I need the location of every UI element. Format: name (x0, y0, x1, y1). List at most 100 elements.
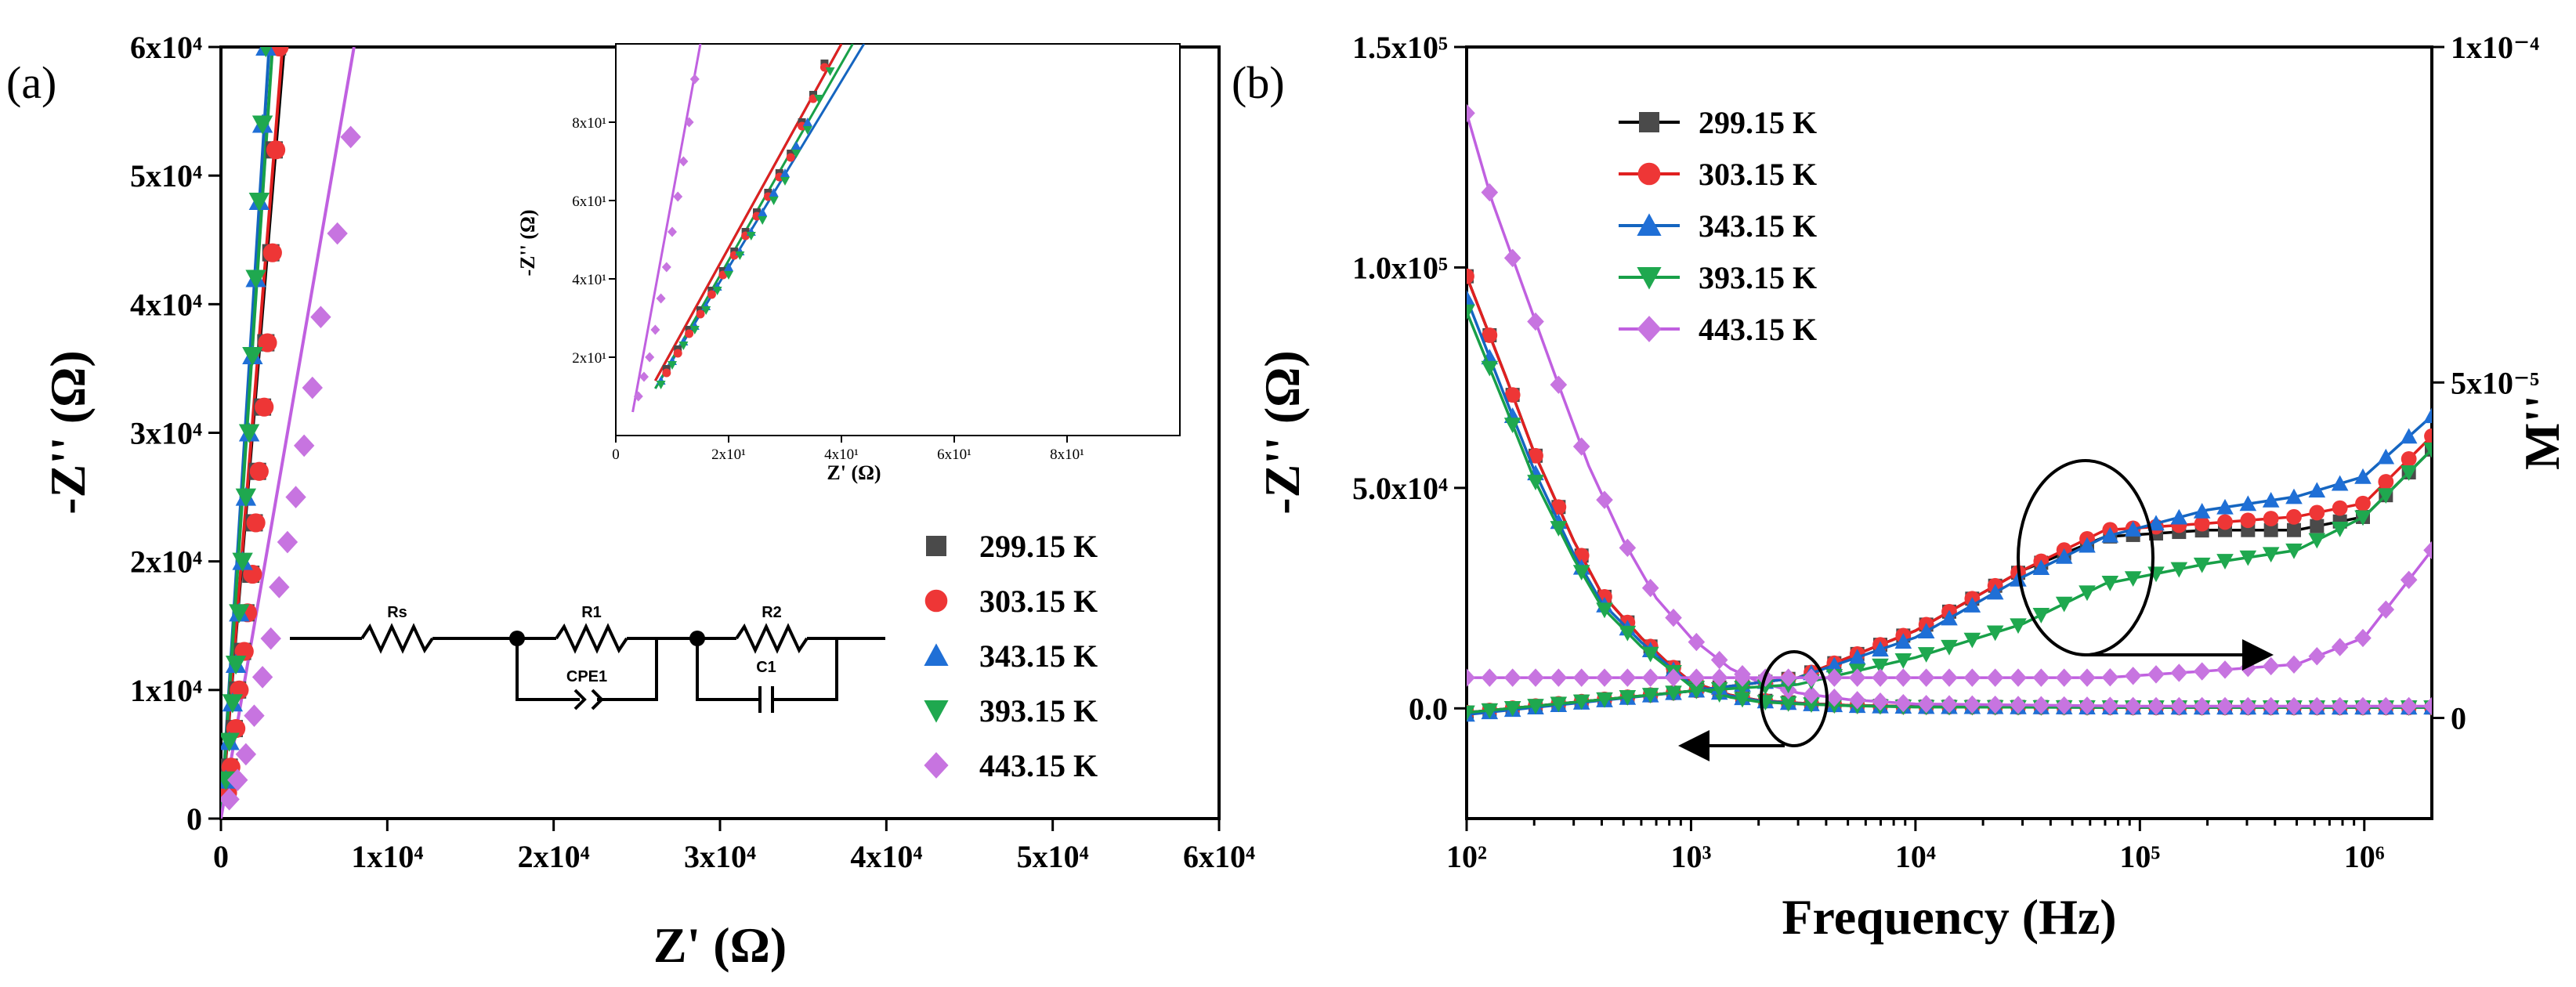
fit-line-443-15-k (221, 47, 356, 819)
inset-point-393-15-k (746, 232, 756, 240)
mpp-point-443-15-k (2308, 647, 2326, 666)
inset-point-393-15-k (668, 361, 677, 370)
mpp-point-393-15-k (2193, 557, 2211, 573)
legend-label-299-15-k: 299.15 K (979, 529, 1098, 564)
inset-point-393-15-k (825, 67, 835, 76)
legend-marker-393-15-k (924, 700, 949, 723)
zpp-point-443-15-k (2262, 696, 2280, 716)
panel-b-x-tick-label: 10⁴ (1895, 839, 1936, 874)
inset-point-443-15-k (645, 352, 655, 363)
zpp-point-393-15-k (1527, 475, 1544, 490)
mpp-point-443-15-k (1665, 668, 1682, 687)
mpp-point-343-15-k (2124, 521, 2142, 537)
mpp-point-393-15-k (1665, 685, 1682, 702)
zpp-point-443-15-k (2010, 696, 2027, 714)
mpp-point-343-15-k (1848, 649, 1866, 665)
panel-b-right-y-tick-label: 1x10⁻⁴ (2451, 30, 2539, 65)
mpp-point-303-15-k (2378, 474, 2394, 490)
mpp-point-343-15-k (2147, 515, 2165, 531)
panel-a-y-axis-label: -Z'' (Ω) (40, 350, 96, 514)
panel-a-x-ticks: 0 1x10⁴ 2x10⁴ 3x10⁴ 4x10⁴ 5x10⁴ 6x10⁴ (213, 819, 1255, 874)
mpp-point-443-15-k (1503, 668, 1521, 687)
zpp-point-443-15-k (1619, 538, 1637, 558)
data-point-443-15-k (327, 222, 348, 245)
data-point-443-15-k (260, 627, 281, 650)
panel-a-y-tick-label: 4x10⁴ (130, 287, 202, 322)
inset-x-tick-label: 6x10¹ (937, 446, 971, 463)
panel-a-y-tick-label: 0 (186, 801, 202, 837)
zpp-point-393-15-k (1779, 696, 1797, 712)
mpp-point-393-15-k (1550, 696, 1568, 713)
panel-b-x-tick-label: 10⁵ (2119, 839, 2160, 874)
legend-b-label-299-15-k: 299.15 K (1699, 105, 1817, 140)
inset-point-303-15-k (707, 290, 716, 299)
mpp-point-443-15-k (1467, 668, 1475, 687)
inset-point-303-15-k (673, 349, 682, 358)
inset-y-tick-label: 4x10¹ (572, 272, 606, 288)
zpp-point-443-15-k (2124, 696, 2142, 716)
mpp-point-443-15-k (1963, 668, 1981, 687)
inset-y-tick-label: 6x10¹ (572, 193, 606, 210)
mpp-point-303-15-k (2217, 514, 2233, 530)
mpp-point-299-15-k (2287, 522, 2301, 537)
mpp-point-343-15-k (2193, 503, 2211, 519)
zpp-point-443-15-k (1825, 689, 1843, 707)
mpp-point-443-15-k (1941, 668, 1958, 687)
mpp-point-443-15-k (2400, 570, 2418, 589)
inset-y-tick-label: 2x10¹ (572, 350, 606, 367)
mpp-point-393-15-k (1917, 647, 1935, 663)
mpp-point-343-15-k (2079, 537, 2096, 553)
mpp-point-343-15-k (1986, 584, 2004, 600)
zpp-point-443-15-k (1641, 578, 1659, 598)
panel-b-label: (b) (1232, 57, 1285, 108)
zpp-point-443-15-k (2079, 696, 2096, 715)
mpp-point-303-15-k (2263, 511, 2279, 526)
mpp-point-443-15-k (2055, 668, 2073, 687)
legend-b-label-443-15-k: 443.15 K (1699, 312, 1817, 347)
zpp-point-443-15-k (1596, 490, 1613, 509)
inset-frame (615, 43, 1181, 436)
mpp-point-343-15-k (1917, 623, 1935, 638)
zpp-point-393-15-k (1550, 521, 1568, 537)
mpp-point-393-15-k (1757, 679, 1775, 696)
circuit-labels: Rs R1 CPE1 R2 C1 (387, 604, 782, 685)
zpp-point-393-15-k (1481, 360, 1499, 377)
mpp-point-303-15-k (2240, 512, 2256, 529)
zpp-point-443-15-k (1963, 695, 1981, 714)
mpp-point-343-15-k (2032, 559, 2050, 576)
inset-point-393-15-k (678, 342, 689, 350)
data-point-393-15-k (238, 424, 260, 443)
mpp-point-443-15-k (2285, 655, 2303, 674)
mpp-point-343-15-k (2400, 428, 2418, 444)
zpp-point-443-15-k (1467, 103, 1475, 123)
inset-point-393-15-k (724, 271, 733, 280)
mpp-point-343-15-k (2262, 492, 2280, 508)
inset-point-303-15-k (685, 329, 694, 338)
data-point-303-15-k (249, 461, 269, 481)
mpp-point-393-15-k (1710, 682, 1728, 698)
legend-label-393-15-k: 393.15 K (979, 693, 1098, 728)
panel-a-x-tick-label: 3x10⁴ (684, 839, 756, 874)
panel-b-right-y-ticks: 0 5x10⁻⁵ 1x10⁻⁴ (2432, 30, 2539, 736)
panel-a-y-ticks: 0 1x10⁴ 2x10⁴ 3x10⁴ 4x10⁴ 5x10⁴ 6x10⁴ (130, 30, 221, 837)
zpp-point-443-15-k (1550, 375, 1568, 394)
panel-b-legend: 299.15 K 303.15 K 343.15 K 393.15 K 443.15 K (1619, 105, 1817, 347)
legend-marker-299-15-k (926, 536, 946, 556)
zpp-point-393-15-k (1596, 602, 1613, 619)
mpp-point-393-15-k (2079, 585, 2096, 602)
panel-b-series (1467, 103, 2432, 722)
annotation-ellipse-left (1760, 650, 1829, 747)
mpp-point-343-15-k (2423, 407, 2432, 424)
legend-b-marker-343-15-k (1637, 213, 1662, 236)
zpp-point-443-15-k (2377, 696, 2395, 716)
legend-b-label-343-15-k: 343.15 K (1699, 208, 1817, 244)
zpp-point-443-15-k (2216, 696, 2234, 716)
legend-b-marker-443-15-k (1637, 316, 1662, 342)
mpp-point-343-15-k (2170, 508, 2188, 525)
zpp-point-303-15-k (1528, 447, 1543, 464)
mpp-point-393-15-k (2216, 554, 2234, 569)
mpp-point-443-15-k (2377, 600, 2395, 619)
zpp-point-393-15-k (1619, 625, 1637, 642)
inset-x-tick-label: 4x10¹ (824, 446, 859, 463)
inset-point-393-15-k (656, 381, 666, 389)
